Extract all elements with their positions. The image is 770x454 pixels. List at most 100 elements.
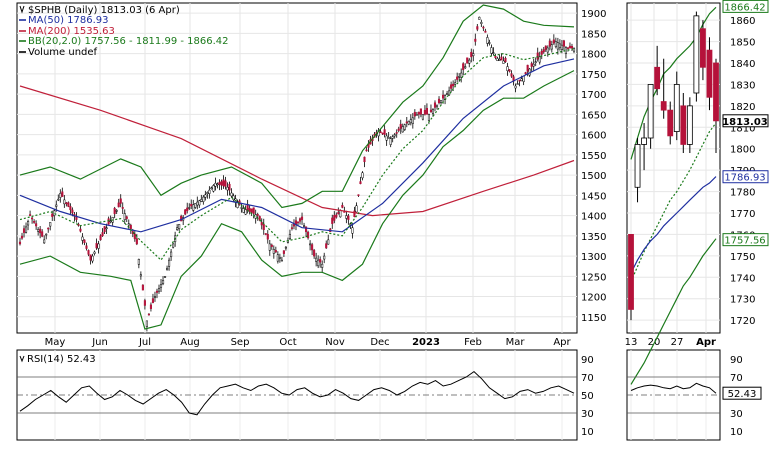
price-candle-body xyxy=(554,41,557,47)
price-candle-body xyxy=(115,210,118,212)
price-value-tag-label: 1866.42 xyxy=(724,2,765,13)
price-candle-body xyxy=(510,73,513,77)
price-candle-body xyxy=(163,276,167,278)
price-candle-body xyxy=(51,213,54,217)
price-candle-body xyxy=(18,241,22,245)
price-candle-body xyxy=(429,109,433,113)
price-candle-body xyxy=(319,259,322,263)
price-candle-body xyxy=(103,226,106,233)
price-candle-body xyxy=(85,245,88,249)
price-candle-body xyxy=(127,223,130,226)
price-candle-body xyxy=(250,208,253,213)
zoom-ma50-line xyxy=(630,176,717,274)
legend-entry: MA(200) 1535.63 xyxy=(28,26,115,37)
price-candle-body xyxy=(33,221,36,223)
price-value-tag xyxy=(722,170,769,184)
price-candle-body xyxy=(113,207,116,215)
price-candle-body xyxy=(278,257,281,259)
price-candle-body xyxy=(228,183,231,191)
price-candle-body xyxy=(486,37,489,44)
price-candle-body xyxy=(315,257,318,262)
price-candle-body xyxy=(274,250,277,253)
price-candle-body xyxy=(518,79,521,82)
price-candle-body xyxy=(296,221,300,224)
price-candle-body xyxy=(464,66,467,69)
price-candle-body xyxy=(69,206,72,211)
price-candle-body xyxy=(198,200,201,206)
price-candle-body xyxy=(232,195,235,200)
price-candle-body xyxy=(524,72,527,75)
price-candle-body xyxy=(105,227,108,229)
zoom-y-tick-label: 1840 xyxy=(730,59,755,70)
price-y-tick-label: 1900 xyxy=(581,9,606,20)
price-candle-body xyxy=(186,207,189,212)
price-candle-body xyxy=(397,128,400,131)
price-candle-body xyxy=(133,233,136,240)
price-candle-body xyxy=(153,296,157,298)
price-candle-body xyxy=(202,196,205,202)
price-candle-body xyxy=(149,304,152,309)
price-candle-body xyxy=(268,243,271,251)
price-candle-body xyxy=(305,226,308,233)
price-candle-body xyxy=(256,214,259,216)
price-candle-body xyxy=(462,63,465,71)
price-candle-body xyxy=(254,214,257,219)
price-y-tick-label: 1500 xyxy=(581,171,606,182)
price-candle-body xyxy=(476,26,479,30)
price-candle-body xyxy=(178,224,181,229)
price-candle-body xyxy=(141,284,144,291)
price-candle-body xyxy=(216,183,219,186)
price-candle-body xyxy=(204,194,207,198)
rsi-y-tick-label: 90 xyxy=(581,355,594,366)
price-candle-body xyxy=(556,42,559,50)
price-candle-body xyxy=(337,212,340,215)
price-candle-body xyxy=(544,45,547,50)
zoom-rsi-y-tick-label: 70 xyxy=(730,373,743,384)
price-candle-body xyxy=(407,121,410,125)
price-candle-body xyxy=(29,214,32,216)
price-candle-body xyxy=(331,217,334,224)
price-candle-body xyxy=(468,59,471,64)
price-candle-body xyxy=(433,102,437,108)
price-candle-body xyxy=(184,209,187,215)
price-candle-body xyxy=(480,21,483,24)
price-x-tick-label: Feb xyxy=(464,337,482,348)
price-candle-body xyxy=(514,85,517,89)
price-candle-body xyxy=(222,179,225,187)
price-candle-body xyxy=(313,250,316,257)
price-candle-body xyxy=(520,78,523,81)
price-value-tag xyxy=(722,233,769,247)
price-candle-body xyxy=(95,243,98,249)
zoom-y-tick-label: 1850 xyxy=(730,38,755,49)
zoom-y-tick-label: 1860 xyxy=(730,16,755,27)
price-candle-body xyxy=(119,198,122,204)
price-candle-body xyxy=(460,72,463,78)
legend-entry: BB(20,2.0) 1757.56 - 1811.99 - 1866.42 xyxy=(28,36,229,47)
price-candle-body xyxy=(248,208,251,212)
zoom-y-tick-label: 1730 xyxy=(730,295,755,306)
price-candle-body xyxy=(155,290,159,293)
price-candle-body xyxy=(333,215,336,221)
zoom-y-tick-label: 1770 xyxy=(730,209,755,220)
price-candle-body xyxy=(383,129,386,135)
rsi-y-tick-label: 30 xyxy=(581,409,594,420)
price-candle-body xyxy=(484,30,487,33)
price-candle-body xyxy=(168,259,171,267)
price-candle-body xyxy=(35,223,38,227)
price-candle-body xyxy=(470,51,473,58)
price-candle-body xyxy=(452,83,455,87)
price-candle-body xyxy=(303,225,306,227)
price-candle-body xyxy=(421,114,424,120)
zoom-x-tick-label: 27 xyxy=(671,337,684,348)
price-candle-body xyxy=(490,47,493,54)
price-candle-body xyxy=(145,320,148,327)
price-candle-body xyxy=(566,47,570,49)
price-candle-body xyxy=(176,227,179,230)
price-candle-body xyxy=(570,46,574,49)
price-candle-body xyxy=(307,231,310,239)
price-candle-body xyxy=(393,134,396,137)
price-candle-body xyxy=(572,48,576,52)
price-x-tick-label: Dec xyxy=(370,337,389,348)
price-candle-body xyxy=(27,220,30,226)
